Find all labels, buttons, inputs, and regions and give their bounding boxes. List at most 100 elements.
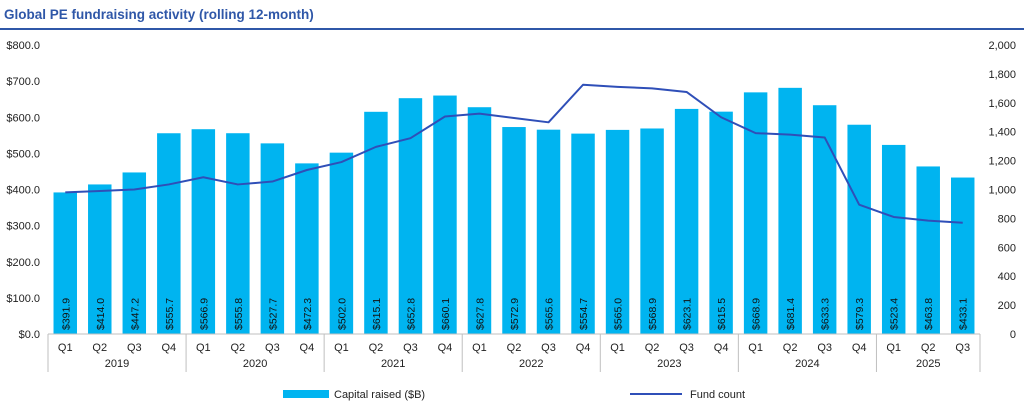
left-tick-label: $400.0 [6,185,40,197]
quarter-tick-label: Q3 [817,342,832,354]
bar [295,163,319,334]
bar [847,124,871,334]
bar [122,172,147,334]
quarter-tick-label: Q1 [58,342,73,354]
fund-count-line [65,83,963,224]
right-tick-label: 2,000 [988,40,1016,52]
quarter-tick-label: Q1 [334,342,349,354]
quarter-tick-label: Q4 [300,342,315,354]
quarter-tick-label: Q4 [714,342,729,354]
year-label: 2020 [243,358,267,370]
quarter-tick-label: Q3 [265,342,280,354]
bar-data-label: $463.8 [923,298,935,330]
quarter-tick-label: Q2 [783,342,798,354]
right-tick-label: 600 [998,242,1016,254]
bar-data-label: $660.1 [440,298,452,330]
year-label: 2021 [381,358,405,370]
bar [329,152,354,334]
quarter-tick-label: Q2 [369,342,384,354]
quarter-tick-label: Q2 [645,342,660,354]
title-rule [0,28,1024,30]
bar [88,184,112,334]
bar [191,129,216,334]
year-label: 2022 [519,358,543,370]
left-tick-label: $800.0 [6,40,40,52]
bar-data-label: $391.9 [60,298,72,330]
bar-data-label: $681.4 [785,298,797,330]
bar-data-label: $615.1 [371,298,383,330]
bar [53,192,77,334]
bar-data-label: $633.3 [820,298,832,330]
right-tick-label: 1,800 [988,69,1016,81]
bar [467,107,492,335]
bar [916,166,940,334]
bar-data-label: $568.9 [647,298,659,330]
quarter-tick-label: Q1 [196,342,211,354]
right-tick-label: 0 [1010,329,1016,341]
left-tick-label: $300.0 [6,221,40,233]
quarter-tick-label: Q1 [748,342,763,354]
bar-data-label: $472.3 [302,298,314,330]
year-label: 2024 [795,358,819,370]
bar [571,133,595,334]
legend-line-label: Fund count [690,389,745,401]
right-tick-label: 1,000 [988,185,1016,197]
bar-labels: $391.9 $414.0 $447.2 $555.7 $566.9 $555.8 $527… [60,298,969,330]
bar-data-label: $555.8 [233,298,245,330]
quarter-tick-label: Q1 [610,342,625,354]
quarter-tick-label: Q4 [852,342,867,354]
year-label: 2025 [916,358,940,370]
year-label: 2023 [657,358,681,370]
bar [778,87,802,334]
bar-data-label: $433.1 [958,298,970,330]
legend-bar-swatch [283,390,329,398]
left-tick-label: $600.0 [6,112,40,124]
right-tick-label: 1,600 [988,98,1016,110]
left-tick-label: $200.0 [6,257,40,269]
bar [364,111,388,334]
bar-data-label: $566.9 [198,298,210,330]
bar-data-label: $565.0 [613,298,625,330]
bar [743,92,768,334]
bar [433,95,457,334]
bar-data-label: $668.9 [751,298,763,330]
left-tick-label: $700.0 [6,76,40,88]
right-tick-label: 800 [998,213,1016,225]
quarter-tick-label: Q3 [679,342,694,354]
bar-data-label: $554.7 [578,298,590,330]
bar-data-label: $555.7 [164,298,176,330]
right-tick-label: 200 [998,300,1016,312]
bar [398,98,423,335]
quarter-tick-label: Q1 [472,342,487,354]
quarter-tick-label: Q2 [507,342,522,354]
right-tick-label: 1,400 [988,127,1016,139]
bar [640,128,664,334]
bar [674,108,699,334]
bar-data-label: $652.8 [405,298,417,330]
chart-title: Global PE fundraising activity (rolling … [4,7,314,22]
quarter-tick-label: Q4 [161,342,176,354]
left-tick-label: $0.0 [19,329,40,341]
left-axis: $0.0 $100.0 $200.0 $300.0 $400.0 $500.0 $600.0… [6,40,40,341]
left-tick-label: $100.0 [6,293,40,305]
bar-data-label: $527.7 [267,298,279,330]
bar-data-label: $615.5 [716,298,728,330]
bar [709,111,733,335]
line-series [65,83,963,224]
legend-bar-label: Capital raised ($B) [334,389,425,401]
quarter-tick-label: Q2 [921,342,936,354]
bar [260,143,285,334]
right-tick-label: 1,200 [988,156,1016,168]
x-axis: Q1 Q2 Q3 Q4 Q1 Q2 Q3 Q4 Q1 Q2 Q3 Q4 Q1 Q2 Q3 Q4 Q1 Q2 Q3 Q4… [47,333,981,372]
bar [951,177,975,334]
bar [502,127,526,334]
bar [605,129,630,334]
quarter-tick-label: Q4 [438,342,453,354]
bar-data-label: $623.1 [682,298,694,330]
bar-series [53,87,975,335]
bar [536,129,561,334]
bar-data-label: $565.6 [544,298,556,330]
bar [812,105,837,334]
year-label: 2019 [105,358,129,370]
